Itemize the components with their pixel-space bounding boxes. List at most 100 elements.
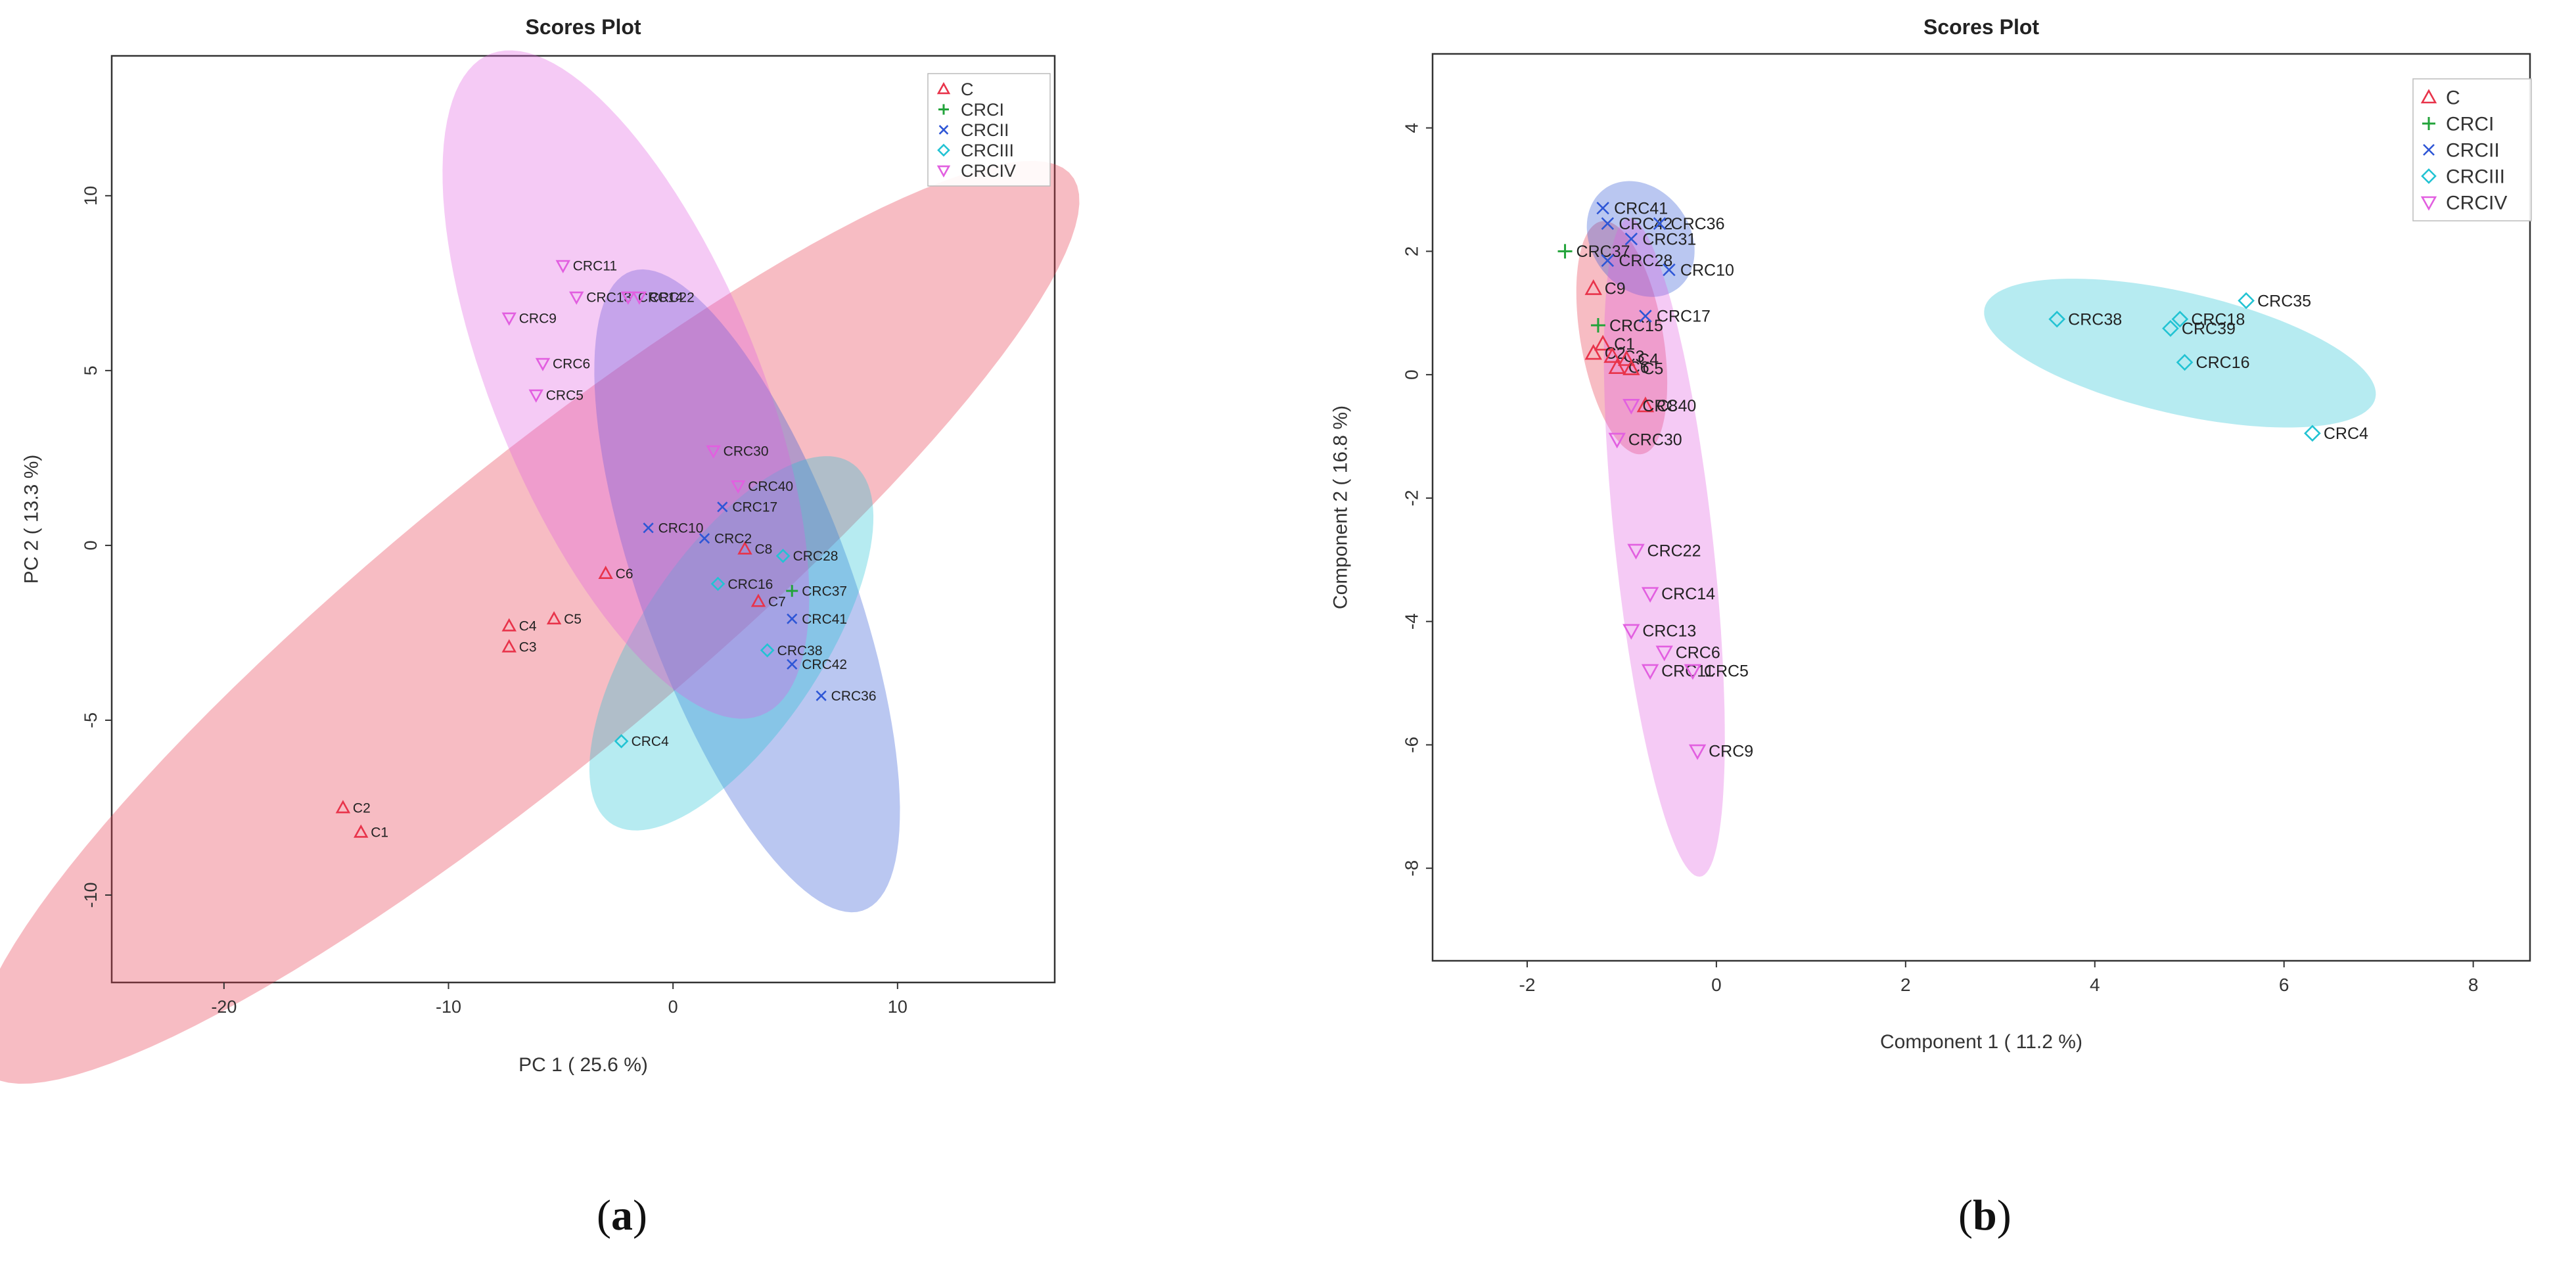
point-crc4 [614, 734, 629, 749]
plot-frame [1431, 53, 2531, 962]
point-label-crc13: CRC13 [586, 290, 632, 305]
panel-a: -20 -10 0 10 -10 -5 0 5 10 C2 C1 C4 C3 C5 C6 C8 C7 CRC37 C… [0, 0, 1288, 1266]
legend-marker-crciii [937, 143, 950, 157]
y-tick-label: -4 [1402, 613, 1422, 630]
legend-marker-crci [938, 104, 949, 115]
point-crc36 [1653, 217, 1667, 230]
point-crc36 [816, 690, 827, 701]
point-label-c1: C1 [1614, 335, 1635, 354]
point-crc18 [2171, 310, 2189, 328]
y-axis-label: PC 2 ( 13.3 %) [21, 455, 43, 584]
x-tick-label: -10 [436, 997, 461, 1017]
legend-marker-c [936, 81, 951, 95]
point-label-crc17: CRC17 [1657, 308, 1711, 326]
point-crc9 [1688, 744, 1707, 760]
point-label-c1: C1 [371, 825, 388, 841]
ellipse-layer [0, 50, 1080, 1084]
series-crci: CRC37 CRC15 [1557, 242, 1663, 335]
x-tick-label: -20 [211, 997, 237, 1017]
point-label-crc5: CRC5 [1704, 662, 1749, 681]
point-crc31 [1624, 232, 1638, 246]
point-c5 [546, 611, 562, 625]
confidence-ellipse-crciv [1603, 218, 1725, 877]
point-label-crc5: CRC5 [546, 388, 584, 403]
confidence-ellipse-crcii [594, 269, 900, 913]
point-label-crc16: CRC16 [2196, 354, 2250, 372]
confidence-ellipse-c [1576, 221, 1668, 455]
point-crc30 [1608, 432, 1626, 449]
confidence-ellipse-crciii [589, 456, 874, 831]
legend-marker-crcii [2423, 144, 2435, 156]
point-crc39 [2162, 319, 2179, 337]
x-axis-label: PC 1 ( 25.6 %) [518, 1054, 648, 1076]
panel-caption-b: (b) [1958, 1191, 2012, 1239]
point-label-c5: C5 [1642, 360, 1663, 379]
chart-title: Scores Plot [1923, 15, 2039, 39]
panel-caption-a-letter: a [610, 1191, 633, 1239]
point-label-crc36: CRC36 [831, 689, 877, 704]
x-tick-label: -2 [1519, 975, 1536, 995]
legend-marker-crci [2422, 117, 2435, 130]
x-tick-label: 0 [1711, 975, 1722, 995]
point-c8 [1636, 396, 1655, 413]
point-label-crc6: CRC6 [553, 357, 590, 372]
point-label-c5: C5 [564, 612, 582, 627]
point-crc13 [569, 291, 584, 305]
point-label-crc22: CRC22 [1647, 542, 1701, 560]
point-label-crc42: CRC42 [1619, 215, 1672, 233]
point-crc35 [2238, 292, 2255, 310]
y-tick-label: 0 [1402, 369, 1422, 380]
point-label-crc37: CRC37 [802, 584, 847, 599]
legend-label-crci: CRCI [961, 100, 1004, 120]
chart-title: Scores Plot [525, 15, 641, 39]
point-crc6 [535, 358, 551, 371]
series-crci: CRC37 [786, 584, 847, 599]
y-tick-label: 10 [81, 186, 101, 206]
y-tick-label: 4 [1402, 123, 1422, 133]
point-label-crc16: CRC16 [728, 577, 773, 592]
point-crc17 [717, 501, 728, 513]
point-crc42 [1601, 217, 1615, 230]
point-crc22 [632, 291, 647, 305]
point-label-crc30: CRC30 [724, 444, 769, 459]
point-label-crc15: CRC15 [1609, 317, 1663, 335]
point-crc15 [1590, 318, 1605, 333]
point-label-crc9: CRC9 [1709, 743, 1753, 761]
panel-caption-b-letter: b [1972, 1191, 1997, 1239]
scores-plot-pca: -20 -10 0 10-10-50510C2C1C4C3C5C6C8C7CRC37C… [0, 15, 1080, 1084]
point-label-crc10: CRC10 [1680, 261, 1734, 279]
series-crciv: CRC40CRC30CRC22CRC14CRC13CRC6CRC11CRC5CR… [1608, 397, 1753, 761]
legend-label-crciii: CRCIII [2446, 166, 2505, 188]
point-c7 [750, 593, 766, 607]
y-tick-label: 0 [81, 540, 101, 550]
point-c1 [354, 824, 369, 838]
point-label-crc4: CRC4 [2324, 425, 2368, 443]
point-c4 [1617, 350, 1636, 366]
legend-marker-crcii [938, 125, 949, 135]
point-crc41 [787, 613, 798, 624]
series-crciii: CRC4 CRC16 CRC38 CRC28 [614, 549, 838, 749]
legend-marker-crciv [936, 165, 951, 178]
legend-marker-c [2420, 89, 2437, 104]
point-c9 [1584, 279, 1602, 295]
point-crc38 [760, 643, 775, 658]
legend-label-crcii: CRCII [2446, 140, 2500, 162]
point-label-c6: C6 [616, 566, 633, 582]
point-label-crc10: CRC10 [658, 521, 704, 536]
point-crc5 [1684, 664, 1702, 680]
point-label-crc41: CRC41 [1614, 199, 1668, 218]
point-crc14 [1641, 587, 1659, 603]
point-label-crc40: CRC40 [1642, 397, 1696, 415]
point-label-crc11: CRC11 [573, 259, 617, 274]
point-crc4 [2304, 425, 2321, 442]
x-tick-label: 10 [888, 997, 908, 1017]
point-crc38 [2048, 310, 2066, 328]
y-tick-label: -5 [81, 712, 101, 728]
point-label-crc4: CRC4 [632, 734, 669, 749]
point-label-c3: C3 [1624, 348, 1645, 366]
y-tick-label: -8 [1402, 860, 1422, 877]
y-tick-label: -2 [1402, 490, 1422, 506]
point-label-crc2: CRC2 [714, 532, 752, 547]
